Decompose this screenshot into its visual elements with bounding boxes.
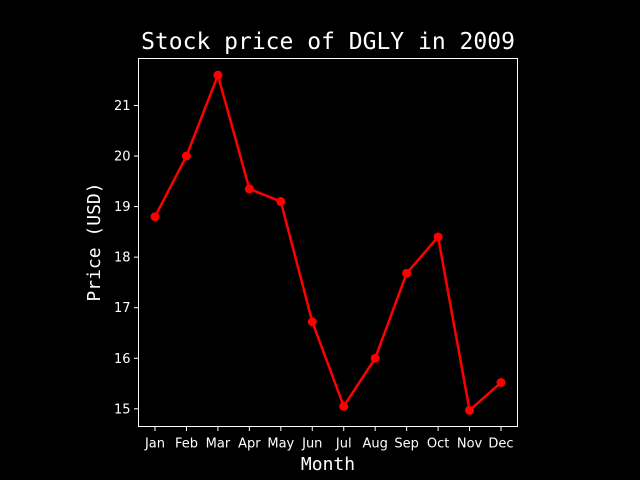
y-tick-label: 21: [114, 99, 131, 114]
data-point: [276, 197, 286, 207]
data-point: [402, 268, 412, 278]
x-tick-label: May: [267, 437, 294, 452]
data-point: [433, 232, 443, 242]
x-tick-label: Aug: [362, 437, 387, 452]
x-axis-ticks: Jan Feb Mar Apr May Jun Jul Aug Sep Oct Nov Dec: [144, 426, 514, 452]
y-axis-label: Price (USD): [84, 182, 105, 301]
x-tick-label: Jan: [144, 437, 165, 452]
y-tick-label: 15: [114, 402, 131, 417]
series-layer: [150, 70, 506, 415]
data-point: [307, 317, 317, 327]
y-axis-ticks: 15 16 17 18 19 20 21: [114, 99, 139, 417]
x-tick-label: Mar: [206, 437, 231, 452]
x-tick-label: Apr: [238, 437, 261, 452]
data-point: [181, 151, 191, 161]
data-point: [150, 212, 160, 222]
plot-area-frame: [138, 58, 518, 427]
x-tick-label: Jun: [301, 437, 322, 452]
y-tick-label: 20: [114, 150, 131, 165]
x-tick-label: Dec: [488, 437, 513, 452]
y-tick-label: 16: [114, 352, 131, 367]
y-tick-label: 18: [114, 251, 131, 266]
series-line: [153, 73, 502, 412]
y-tick-label: 17: [114, 301, 131, 316]
x-tick-label: Nov: [457, 437, 483, 452]
x-axis-label: Month: [301, 454, 355, 475]
x-tick-label: Feb: [175, 437, 198, 452]
x-tick-label: Jul: [335, 437, 352, 452]
x-tick-label: Sep: [394, 437, 419, 452]
data-point: [339, 401, 349, 411]
chart-title: Stock price of DGLY in 2009: [141, 29, 515, 55]
data-point: [244, 184, 254, 194]
data-point: [465, 405, 475, 415]
data-point: [213, 70, 223, 80]
x-tick-label: Oct: [427, 437, 449, 452]
data-point: [370, 353, 380, 363]
data-point: [496, 378, 506, 388]
y-tick-label: 19: [114, 200, 131, 215]
